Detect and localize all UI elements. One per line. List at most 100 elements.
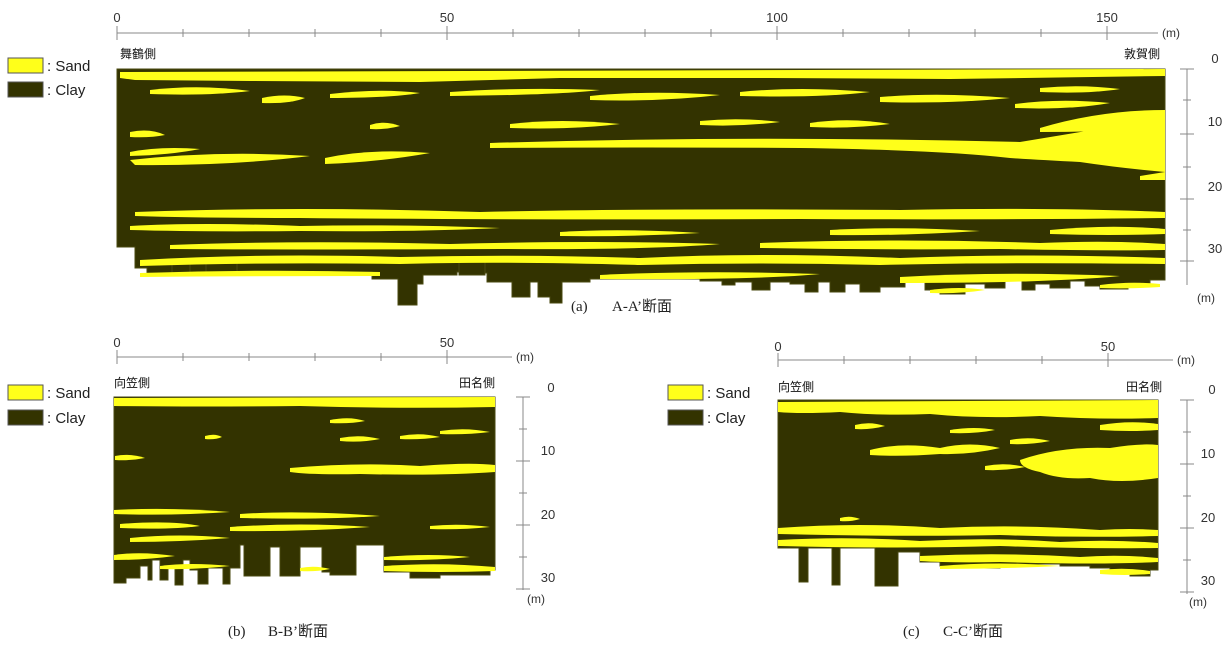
- section-c-x-label-50: 50: [1101, 339, 1115, 354]
- section-b-caption-id: (b): [228, 624, 246, 640]
- section-b-depth-unit: (m): [527, 592, 545, 606]
- section-c-depth-axis: [1180, 399, 1194, 594]
- sand-lens: [880, 94, 1010, 103]
- section-b-x-axis: [116, 350, 512, 364]
- sand-lens: [170, 242, 720, 250]
- section-a-x-label-150: 150: [1096, 10, 1118, 25]
- sand-lens: [930, 288, 985, 294]
- sand-lens: [300, 566, 330, 572]
- section-c-sand-layers: [778, 400, 1158, 575]
- sand-lens: [778, 538, 1158, 549]
- sand-lens: [778, 400, 1158, 419]
- sand-lens: [140, 270, 380, 277]
- sand-lens: [920, 554, 1158, 564]
- section-a-caption-title: A-A’断面: [612, 298, 672, 315]
- sand-lens: [950, 428, 995, 434]
- sand-lens: [325, 151, 430, 164]
- section-c: 0 50 (m) : Sand : Clay 向笠側 田名側: [667, 339, 1216, 640]
- section-b-legend-clay-swatch: [7, 409, 44, 426]
- sand-lens: [400, 434, 440, 440]
- sand-lens: [1015, 100, 1110, 109]
- section-c-depth-unit: (m): [1189, 595, 1207, 609]
- sand-lens: [440, 429, 490, 435]
- section-a-depth-axis: [1180, 68, 1194, 285]
- sand-lens: [900, 273, 1120, 283]
- sand-lens: [855, 423, 885, 430]
- section-a-x-label-50: 50: [440, 10, 454, 25]
- sand-lens: [590, 92, 720, 101]
- sand-lens: [810, 120, 890, 128]
- sand-lens: [384, 564, 495, 572]
- section-b-depth-label-10: 10: [541, 443, 555, 458]
- section-c-legend-clay-label: : Clay: [707, 410, 746, 427]
- section-c-caption-id: (c): [903, 624, 920, 640]
- sand-lens: [120, 522, 200, 529]
- section-c-legend-clay-swatch: [667, 409, 704, 426]
- sand-lens: [230, 524, 370, 532]
- section-a-depth-unit: (m): [1197, 291, 1215, 305]
- section-b-depth-label-0: 0: [547, 380, 554, 395]
- sand-lens: [830, 228, 980, 236]
- section-c-x-unit: (m): [1177, 353, 1195, 367]
- sand-lens: [940, 563, 1060, 569]
- sand-lens: [330, 418, 365, 424]
- sand-lens: [160, 564, 230, 570]
- section-b-left-side-label: 向笠側: [114, 375, 150, 390]
- sand-lens: [1040, 110, 1165, 132]
- sand-lens: [740, 89, 870, 97]
- sand-lens: [370, 122, 400, 130]
- sand-lens: [700, 119, 780, 126]
- section-b-caption-title: B-B’断面: [268, 623, 328, 640]
- section-a-clay-pit-3: [458, 261, 486, 276]
- sand-lens: [130, 535, 230, 542]
- sand-lens: [130, 153, 310, 166]
- sand-lens: [135, 208, 1165, 220]
- section-a-depth-label-30: 30: [1208, 241, 1222, 256]
- sand-lens: [1100, 422, 1158, 431]
- section-a-sand-layers: [120, 69, 1165, 294]
- section-b-x-label-0: 0: [113, 335, 120, 350]
- section-a-x-unit: (m): [1162, 26, 1180, 40]
- section-b-x-label-50: 50: [440, 335, 454, 350]
- section-b-right-side-label: 田名側: [459, 375, 495, 390]
- section-a-x-axis: [116, 26, 1158, 40]
- sand-lens: [290, 463, 495, 475]
- section-b: 0 50 (m) : Sand : Clay 向笠側 田名側: [7, 335, 555, 640]
- sand-lens: [140, 255, 1165, 266]
- sand-lens: [760, 240, 1165, 251]
- section-b-profile: [113, 396, 496, 586]
- section-b-x-unit: (m): [516, 350, 534, 364]
- section-a-right-side-label: 敦賀側: [1124, 46, 1160, 61]
- sand-lens: [450, 88, 600, 96]
- section-b-sand-layers: [114, 397, 495, 572]
- section-a-profile: [116, 68, 1166, 306]
- sand-lens: [240, 512, 380, 519]
- sand-lens: [1010, 438, 1050, 445]
- sand-lens: [1140, 172, 1165, 180]
- sand-lens: [1100, 568, 1150, 575]
- section-b-depth-axis: [516, 396, 530, 590]
- section-a-legend-clay-label: : Clay: [47, 82, 86, 99]
- section-a-legend-sand-label: : Sand: [47, 58, 90, 75]
- sand-lens: [1040, 86, 1120, 93]
- sand-lens: [778, 525, 1158, 537]
- section-c-depth-label-30: 30: [1201, 573, 1215, 588]
- section-a-depth-label-10: 10: [1208, 114, 1222, 129]
- sand-lens: [510, 121, 620, 129]
- section-c-left-side-label: 向笠側: [778, 379, 814, 394]
- sand-lens: [114, 508, 230, 515]
- sand-lens: [1020, 444, 1158, 481]
- sand-lens: [340, 436, 380, 442]
- sand-lens: [985, 464, 1025, 471]
- sand-lens: [600, 272, 820, 280]
- section-a-depth-label-0: 0: [1211, 51, 1218, 66]
- section-a-sand-surface: [120, 69, 1165, 82]
- section-a-x-label-0: 0: [113, 10, 120, 25]
- sand-lens: [262, 95, 305, 104]
- section-a-legend-clay-swatch: [7, 81, 44, 98]
- section-c-legend-sand-swatch: [667, 384, 704, 401]
- section-c-x-axis: [777, 353, 1173, 367]
- section-b-legend-clay-label: : Clay: [47, 410, 86, 427]
- section-c-depth-label-0: 0: [1208, 382, 1215, 397]
- section-c-depth-label-10: 10: [1201, 446, 1215, 461]
